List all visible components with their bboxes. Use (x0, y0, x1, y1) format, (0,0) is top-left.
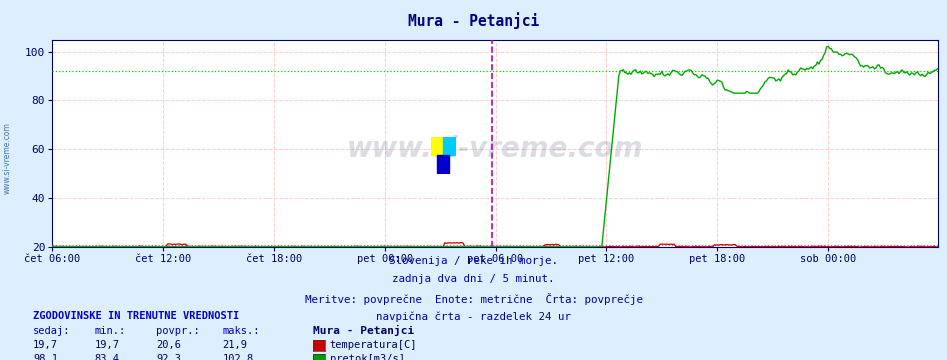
Text: 98,1: 98,1 (33, 354, 58, 360)
Text: www.si-vreme.com: www.si-vreme.com (3, 122, 12, 194)
Text: 21,9: 21,9 (223, 340, 247, 350)
Text: navpična črta - razdelek 24 ur: navpična črta - razdelek 24 ur (376, 312, 571, 322)
Text: zadnja dva dni / 5 minut.: zadnja dva dni / 5 minut. (392, 274, 555, 284)
Text: Meritve: povprečne  Enote: metrične  Črta: povprečje: Meritve: povprečne Enote: metrične Črta:… (305, 293, 642, 305)
Text: 92,3: 92,3 (156, 354, 181, 360)
Text: 19,7: 19,7 (95, 340, 119, 350)
Text: sedaj:: sedaj: (33, 326, 71, 336)
Text: povpr.:: povpr.: (156, 326, 200, 336)
Text: Slovenija / reke in morje.: Slovenija / reke in morje. (389, 256, 558, 266)
Text: ZGODOVINSKE IN TRENUTNE VREDNOSTI: ZGODOVINSKE IN TRENUTNE VREDNOSTI (33, 311, 240, 321)
Text: maks.:: maks.: (223, 326, 260, 336)
Text: Mura - Petanjci: Mura - Petanjci (313, 325, 414, 336)
Text: www.si-vreme.com: www.si-vreme.com (347, 135, 643, 163)
Text: min.:: min.: (95, 326, 126, 336)
Text: 20,6: 20,6 (156, 340, 181, 350)
Text: pretok[m3/s]: pretok[m3/s] (330, 354, 404, 360)
Text: 83,4: 83,4 (95, 354, 119, 360)
Text: Mura - Petanjci: Mura - Petanjci (408, 13, 539, 30)
Text: 19,7: 19,7 (33, 340, 58, 350)
Text: temperatura[C]: temperatura[C] (330, 340, 417, 350)
Text: 102,8: 102,8 (223, 354, 254, 360)
